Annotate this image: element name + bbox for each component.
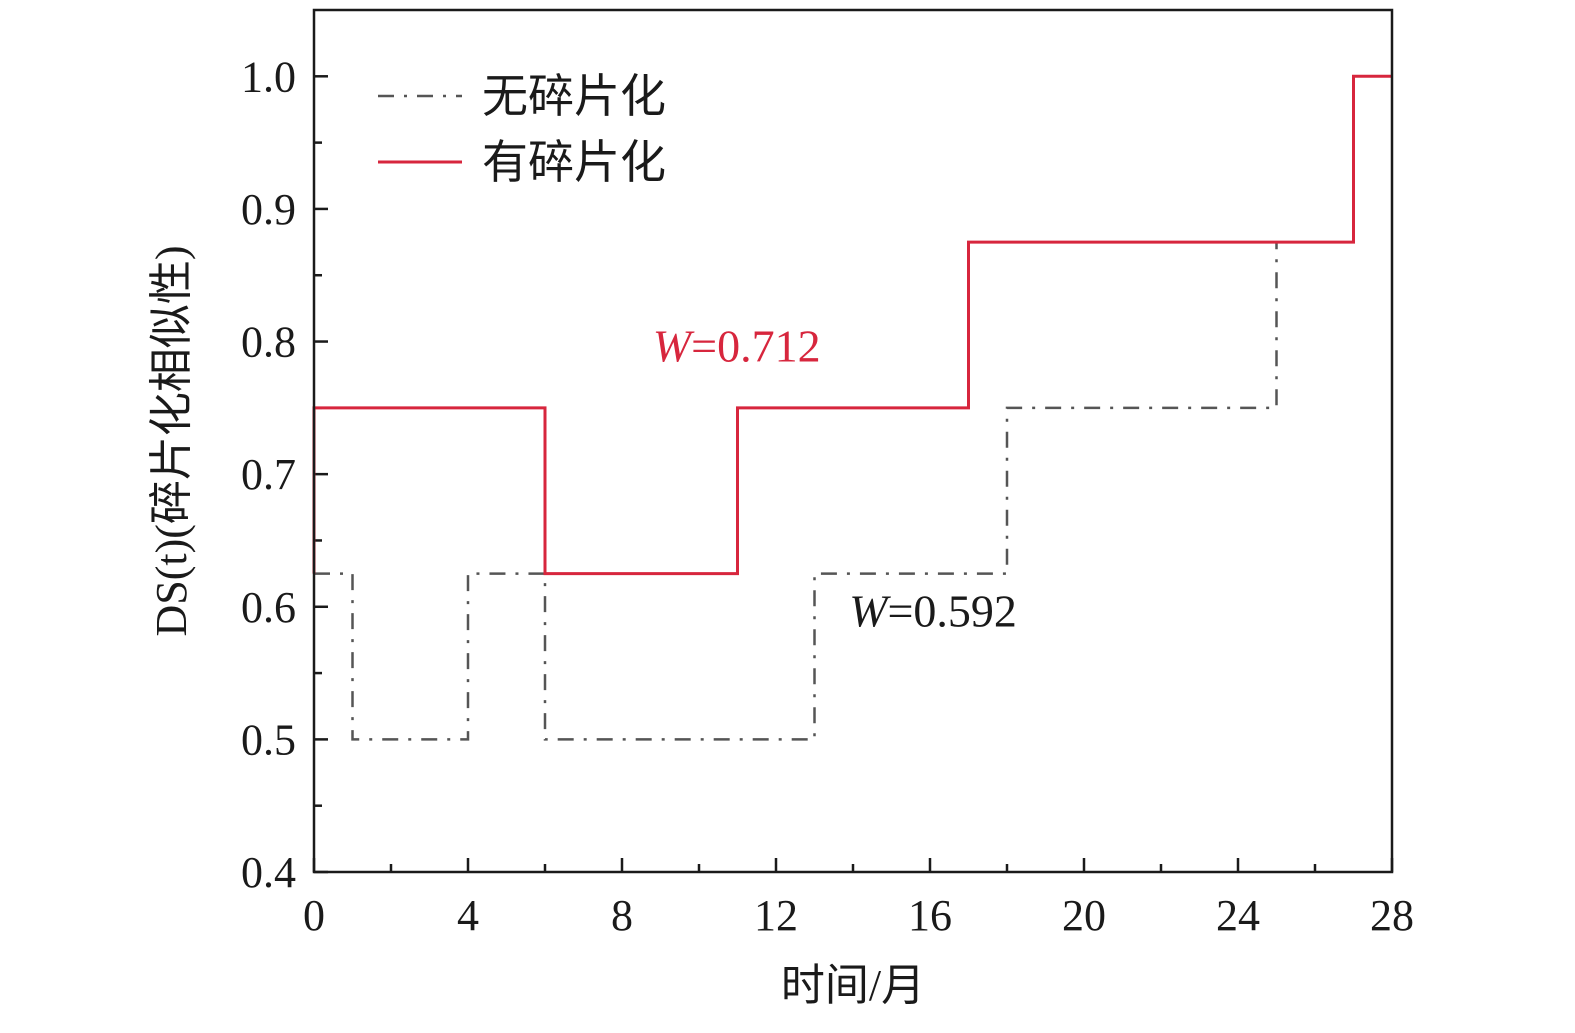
y-tick-label: 0.4: [241, 848, 296, 897]
x-tick-label: 24: [1216, 891, 1260, 940]
y-tick-label: 0.5: [241, 715, 296, 764]
legend-label: 无碎片化: [482, 71, 666, 122]
y-axis-title: DS(t)(碎片化相似性): [147, 245, 196, 636]
x-tick-label: 28: [1370, 891, 1414, 940]
x-tick-label: 20: [1062, 891, 1106, 940]
w-annotation: W=0.592: [849, 586, 1017, 637]
w-symbol: W: [849, 586, 891, 637]
x-tick-label: 12: [754, 891, 798, 940]
y-tick-label: 1.0: [241, 52, 296, 101]
x-tick-label: 0: [303, 891, 325, 940]
legend-label: 有碎片化: [482, 137, 666, 188]
series-line-fragmentation: [312, 74, 1392, 576]
y-tick-label: 0.7: [241, 450, 296, 499]
w-value: =0.592: [887, 586, 1016, 637]
y-tick-label: 0.6: [241, 583, 296, 632]
x-tick-label: 4: [457, 891, 479, 940]
x-axis-title: 时间/月: [781, 961, 925, 1010]
axis-ticks: 0 4 8 12 16 20 24 28 0.4 0.5 0.6 0.7 0.8 0.9 1.0: [241, 52, 1414, 940]
w-symbol: W: [653, 320, 695, 371]
w-annotation: W=0.712: [653, 320, 821, 371]
x-tick-label: 8: [611, 891, 633, 940]
series-group: [312, 74, 1392, 741]
x-tick-label: 16: [908, 891, 952, 940]
y-tick-label: 0.9: [241, 185, 296, 234]
series-line-no-fragmentation: [314, 242, 1278, 741]
plot-frame: [312, 8, 1394, 874]
w-value: =0.712: [691, 320, 820, 371]
y-tick-label: 0.8: [241, 318, 296, 367]
